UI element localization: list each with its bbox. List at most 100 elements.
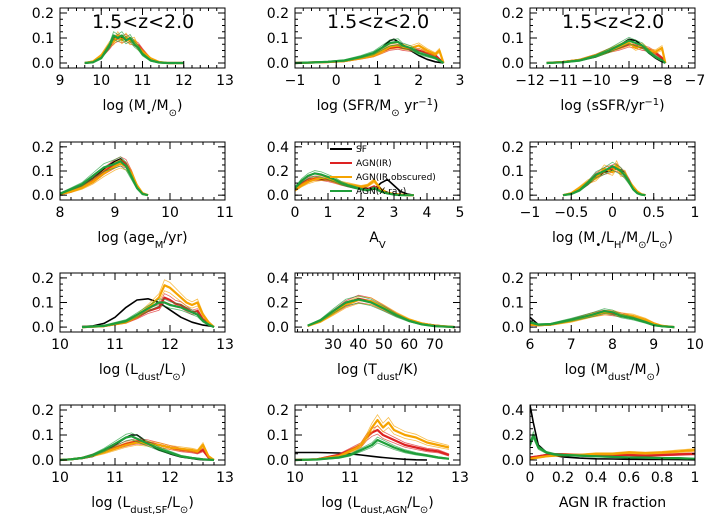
x-tick-label: 8: [56, 205, 65, 221]
y-tick-label: 0.2: [32, 140, 54, 156]
x-tick-label: −11: [548, 73, 578, 89]
y-tick-label: 0.1: [32, 31, 54, 47]
y-tick-label: 0.2: [267, 164, 289, 180]
series-agn-x-ray: [60, 432, 215, 462]
legend-label-agn-x-ray: AGN(X-ray): [356, 187, 406, 197]
x-tick-label: 0.2: [552, 470, 574, 486]
series-line-agn-ir-obscured: [60, 162, 149, 197]
x-tick-label: 4: [423, 205, 432, 221]
series-line-agn-x-ray: [546, 39, 666, 65]
redshift-label: 1.5<z<2.0: [327, 11, 429, 33]
x-tick-label: 1: [324, 205, 333, 221]
plot-frame: [59, 141, 226, 201]
y-tick-label: 0.2: [502, 271, 524, 287]
x-axis-label: log (Ldust/L⊙): [99, 362, 186, 383]
x-axis-label: log (Ldust,AGN/L⊙): [321, 495, 433, 516]
x-tick-label: 5: [456, 205, 465, 221]
legend-label-agn-ir: AGN(IR): [356, 159, 392, 169]
x-tick-label: 9: [649, 337, 658, 353]
series-lower-agn-x-ray: [81, 305, 215, 328]
x-tick-label: 2: [357, 205, 366, 221]
panel-4: 8 9 10 11 0.0 0.1 0.2 log (ageM/yr): [32, 140, 234, 251]
x-tick-label: −0.5: [554, 205, 588, 221]
legend-label-agn-ir-obscured: AGN(IR,obscured): [356, 173, 436, 183]
x-tick-label: 12: [161, 470, 179, 486]
x-tick-label: 3: [456, 73, 465, 89]
x-tick-label: 0: [608, 205, 617, 221]
x-tick-label: 9: [56, 73, 65, 89]
y-tick-label: 0.0: [502, 188, 524, 204]
x-tick-label: 1: [373, 73, 382, 89]
y-tick-label: 0.2: [267, 296, 289, 312]
panel-10: 10 11 12 13 0.0 0.1 0.2 log (Ldust,SF/L⊙): [32, 403, 234, 516]
y-tick-label: 0.2: [267, 6, 289, 22]
x-tick-label: 10: [92, 73, 110, 89]
y-tick-label: 0.0: [267, 56, 289, 72]
y-tick-label: 0.1: [502, 296, 524, 312]
x-tick-label: 10: [161, 205, 179, 221]
y-tick-label: 0.1: [32, 428, 54, 444]
x-tick-label: −1: [285, 73, 306, 89]
x-tick-label: 0.5: [643, 205, 665, 221]
x-tick-label: 7: [567, 337, 576, 353]
x-axis-label: log (SFR/M⊙ yr−1): [317, 97, 439, 119]
x-tick-label: 12: [161, 337, 179, 353]
x-tick-label: −7: [685, 73, 706, 89]
x-axis-label: AGN IR fraction: [559, 495, 666, 511]
plot-frame: [59, 404, 226, 466]
legend: SF AGN(IR) AGN(IR,obscured) AGN(X-ray): [330, 145, 436, 197]
panel-11: 10 11 12 13 0.0 0.1 0.2 log (Ldust,AGN/L⊙): [267, 403, 469, 516]
x-tick-label: 11: [216, 205, 234, 221]
x-tick-label: 11: [341, 470, 359, 486]
x-tick-label: −10: [581, 73, 611, 89]
series-line-sf: [81, 297, 215, 328]
x-tick-label: −1: [520, 205, 541, 221]
y-tick-label: 0.0: [502, 320, 524, 336]
series-upper-agn-ir-obscured: [295, 413, 450, 460]
x-tick-label: 40: [350, 337, 368, 353]
series-upper-agn-x-ray: [60, 432, 215, 460]
y-tick-label: 0.0: [267, 453, 289, 469]
y-tick-label: 0.4: [267, 271, 289, 287]
y-tick-label: 0.4: [267, 140, 289, 156]
x-axis-label: log (M•/M⊙): [103, 98, 183, 119]
x-tick-label: 9: [111, 205, 120, 221]
y-tick-label: 0.0: [32, 56, 54, 72]
series-line-agn-ir-obscured: [530, 448, 695, 460]
series-line-agn-x-ray: [295, 438, 450, 462]
x-axis-label: log (Ldust,SF/L⊙): [91, 495, 194, 516]
x-tick-label: 2: [414, 73, 423, 89]
y-tick-label: 0.4: [502, 403, 524, 419]
redshift-label: 1.5<z<2.0: [562, 11, 664, 33]
x-tick-label: 0.8: [651, 470, 673, 486]
y-tick-label: 0.0: [32, 188, 54, 204]
x-tick-label: 0.6: [618, 470, 640, 486]
x-tick-label: 70: [426, 337, 444, 353]
series-agn-x-ray: [562, 161, 646, 197]
y-tick-label: 0.1: [267, 428, 289, 444]
y-tick-label: 0.1: [32, 164, 54, 180]
x-tick-label: 11: [134, 73, 152, 89]
series-agn-x-ray: [81, 298, 215, 329]
y-tick-label: 0.0: [502, 453, 524, 469]
series-agn-x-ray: [84, 31, 184, 65]
panel-12: 0 0.2 0.4 0.6 0.8 1 0.0 0.2 0.4 AGN IR fraction: [502, 403, 700, 511]
series-agn-x-ray: [307, 295, 455, 329]
series-agn-ir-obscured: [295, 413, 450, 462]
x-tick-label: −8: [652, 73, 673, 89]
x-axis-label: AV: [369, 230, 386, 251]
series-line-agn-ir-obscured: [295, 418, 450, 462]
series-upper-agn-ir: [307, 294, 455, 328]
y-tick-label: 0.2: [32, 403, 54, 419]
panel-9: 6 7 8 9 10 0.0 0.1 0.2 log (Mdust/M⊙): [502, 271, 704, 383]
x-tick-label: 12: [175, 73, 193, 89]
series-sf: [81, 297, 215, 328]
x-tick-label: 13: [216, 337, 234, 353]
x-tick-label: 11: [106, 470, 124, 486]
y-tick-label: 0.2: [267, 403, 289, 419]
x-axis-label: log (M•/LH/M⊙/L⊙): [552, 230, 673, 251]
x-tick-label: 13: [216, 73, 234, 89]
x-tick-label: 1: [691, 470, 700, 486]
x-tick-label: 50: [375, 337, 393, 353]
y-tick-label: 0.0: [502, 56, 524, 72]
